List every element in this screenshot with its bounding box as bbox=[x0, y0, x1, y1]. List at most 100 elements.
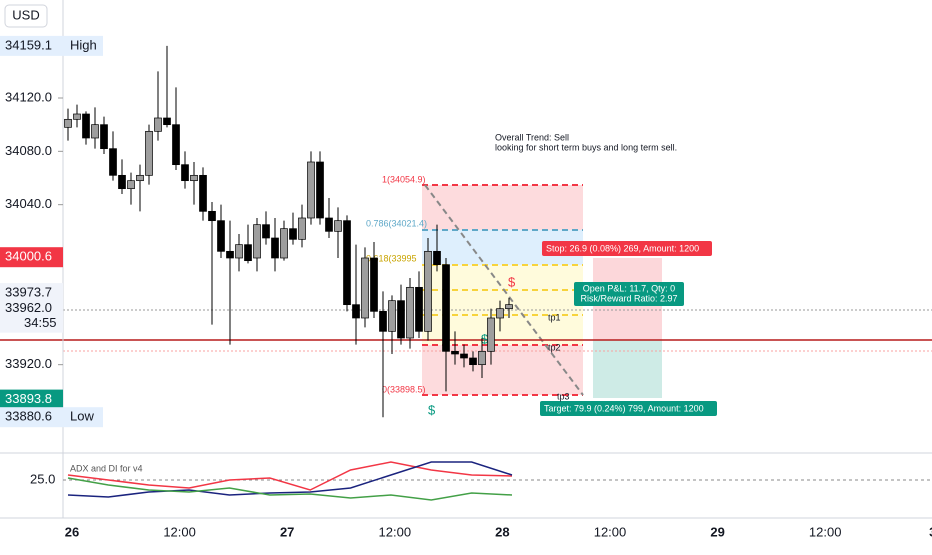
pnl-label: Risk/Reward Ratio: 2.97 bbox=[580, 293, 677, 303]
price-marker bbox=[0, 389, 63, 410]
buy-signal: $ bbox=[481, 331, 489, 346]
pnl-label: Open P&L: 11.7, Qty: 0 bbox=[583, 283, 675, 293]
y-tick-label: 33920.0 bbox=[5, 356, 52, 371]
candle-body bbox=[181, 164, 189, 182]
price-marker-tag-label: Low bbox=[70, 409, 94, 424]
price-marker-tag bbox=[63, 407, 103, 428]
candle-body bbox=[298, 217, 306, 240]
x-tick-label: 29 bbox=[710, 524, 724, 539]
candle-body bbox=[334, 220, 342, 232]
candle-body bbox=[244, 244, 252, 262]
candle-body bbox=[271, 237, 279, 259]
candle-body bbox=[64, 118, 72, 128]
fib-zone bbox=[422, 185, 583, 230]
price-marker-label: 33962.0 bbox=[5, 300, 52, 315]
candle-body bbox=[199, 174, 207, 212]
price-marker-label: 34000.6 bbox=[5, 249, 52, 264]
candle-body bbox=[289, 228, 297, 240]
price-marker bbox=[0, 247, 63, 268]
target-label: Target: 79.9 (0.24%) 799, Amount: 1200 bbox=[544, 403, 704, 413]
candle-body bbox=[451, 350, 459, 355]
candle-body bbox=[73, 113, 81, 120]
x-tick-label: 28 bbox=[495, 524, 509, 539]
candle-body bbox=[235, 244, 243, 259]
y-tick-label: 34080.0 bbox=[5, 143, 52, 158]
fib-label: 0.786(34021.4) bbox=[366, 218, 427, 228]
stop-label: Stop: 26.9 (0.08%) 269, Amount: 1200 bbox=[546, 243, 699, 253]
price-marker-label: 34159.1 bbox=[5, 37, 52, 52]
note: Overall Trend: Sell bbox=[495, 132, 569, 142]
target-box bbox=[540, 401, 717, 416]
candle-body bbox=[442, 264, 450, 352]
x-tick-label: 12:00 bbox=[379, 524, 412, 539]
x-tick-label: 26 bbox=[65, 524, 79, 539]
tp-label: tp3 bbox=[557, 391, 570, 401]
x-tick-label: 12:00 bbox=[809, 524, 842, 539]
candle-body bbox=[343, 220, 351, 306]
candle-body bbox=[478, 350, 486, 366]
tp-label: tp2 bbox=[548, 342, 561, 352]
y-tick-label: 25.0 bbox=[30, 471, 55, 486]
candle-body bbox=[496, 308, 504, 319]
candle-body bbox=[388, 300, 396, 332]
candle-body bbox=[487, 317, 495, 352]
candle-body bbox=[208, 210, 216, 222]
x-tick-label: 27 bbox=[280, 524, 294, 539]
fib-label: 0(33898.5) bbox=[382, 384, 426, 394]
candle-body bbox=[262, 224, 270, 239]
price-marker-tag-label: High bbox=[70, 37, 97, 52]
x-tick-label: 3 bbox=[929, 524, 932, 539]
candle-body bbox=[316, 161, 324, 219]
candle-body bbox=[145, 130, 153, 176]
pnl-box bbox=[574, 282, 684, 306]
candle-body bbox=[433, 250, 441, 266]
candle-body bbox=[352, 304, 360, 319]
stop-box bbox=[542, 241, 712, 256]
candle-body bbox=[253, 224, 261, 259]
indicator-title: ADX and DI for v4 bbox=[70, 463, 143, 473]
fib-label: 1(34054.9) bbox=[382, 174, 426, 184]
candle-body bbox=[190, 174, 198, 182]
candle-body bbox=[469, 357, 477, 366]
candle-body bbox=[505, 304, 513, 310]
price-marker bbox=[0, 407, 63, 428]
x-tick-label: 12:00 bbox=[163, 524, 196, 539]
candle-body bbox=[415, 286, 423, 332]
y-tick-label: 34120.0 bbox=[5, 89, 52, 104]
target-zone bbox=[593, 340, 662, 398]
price-marker bbox=[0, 35, 63, 56]
note: looking for short term buys and long ter… bbox=[495, 142, 677, 152]
candle-body bbox=[127, 180, 135, 190]
candle-body bbox=[109, 148, 117, 176]
candle-body bbox=[100, 124, 108, 150]
sell-signal: $ bbox=[508, 274, 516, 289]
fib-label: 0.618(33995 bbox=[366, 253, 417, 263]
candle-body bbox=[424, 250, 432, 332]
indicator-line bbox=[67, 461, 513, 491]
candle-body bbox=[280, 228, 288, 259]
x-tick-label: 12:00 bbox=[594, 524, 627, 539]
candle-body bbox=[379, 310, 387, 332]
candle-body bbox=[154, 117, 162, 132]
candle-body bbox=[118, 174, 126, 190]
candle-body bbox=[307, 161, 315, 219]
candle-body bbox=[361, 257, 369, 319]
currency-button[interactable] bbox=[4, 4, 48, 28]
currency[interactable]: USD bbox=[12, 7, 39, 22]
candle-body bbox=[460, 353, 468, 359]
candle-body bbox=[370, 257, 378, 312]
indicator-line bbox=[67, 477, 513, 501]
candle-body bbox=[325, 217, 333, 232]
buy-signal: $ bbox=[428, 402, 436, 417]
countdown: 34:55 bbox=[24, 315, 57, 330]
candle-body bbox=[136, 174, 144, 182]
candle-body bbox=[406, 286, 414, 339]
price-marker bbox=[0, 283, 63, 304]
candle-body bbox=[226, 250, 234, 259]
y-tick-label: 34040.0 bbox=[5, 196, 52, 211]
candle-body bbox=[397, 300, 405, 339]
price-marker-label: 33973.7 bbox=[5, 285, 52, 300]
price-marker-tag bbox=[63, 35, 103, 56]
indicator-line bbox=[67, 461, 513, 498]
